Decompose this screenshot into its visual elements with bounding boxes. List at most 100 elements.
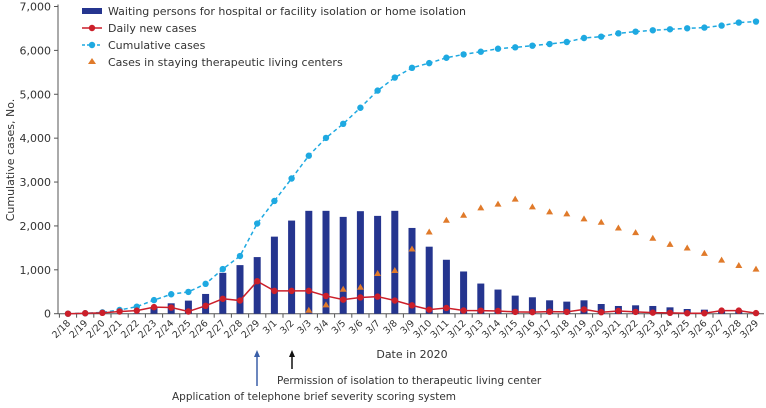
x-tick-label: 2/27 (205, 318, 228, 341)
cumulative-point (512, 44, 518, 50)
x-tick-label: 3/13 (463, 318, 486, 341)
daily-point (237, 297, 243, 303)
daily-point (667, 310, 673, 316)
triangle-point (684, 245, 691, 251)
bar (237, 265, 244, 314)
daily-point (65, 311, 71, 317)
x-tick-label: 2/22 (119, 318, 142, 341)
cumulative-point (650, 27, 656, 33)
cumulative-point (151, 297, 157, 303)
cumulative-point (581, 35, 587, 41)
triangle-point (512, 196, 519, 202)
cumulative-point (701, 24, 707, 30)
daily-point (443, 305, 449, 311)
daily-point (615, 308, 621, 314)
x-tick-label: 3/11 (429, 318, 452, 341)
x-tick-label: 3/22 (618, 318, 641, 341)
x-tick-label: 3/4 (313, 318, 332, 337)
y-tick-label: 0 (44, 308, 51, 321)
triangle-point (632, 229, 639, 235)
daily-point (254, 278, 260, 284)
triangle-point (495, 201, 502, 207)
daily-point (495, 308, 501, 314)
daily-point (426, 306, 432, 312)
cumulative-point (632, 28, 638, 34)
triangle-point (718, 257, 725, 263)
x-tick-label: 3/23 (635, 318, 658, 341)
daily-point (392, 297, 398, 303)
daily-point (460, 307, 466, 313)
cumulative-point (357, 105, 363, 111)
daily-point (736, 307, 742, 313)
x-tick-label: 2/26 (188, 318, 211, 341)
cumulative-point (323, 135, 329, 141)
daily-point (134, 307, 140, 313)
cumulative-point (529, 42, 535, 48)
triangle-point (735, 262, 742, 268)
triangle-point (649, 235, 656, 241)
x-tick-label: 3/8 (381, 318, 400, 337)
cumulative-point (460, 51, 466, 57)
cumulative-point (237, 253, 243, 259)
annotation-text: Permission of isolation to therapeutic l… (277, 375, 542, 387)
cumulative-point (736, 19, 742, 25)
daily-point (753, 310, 759, 316)
x-tick-label: 2/25 (171, 318, 194, 341)
y-tick-label: 1,000 (20, 264, 52, 277)
cumulative-point (667, 26, 673, 32)
daily-point (185, 308, 191, 314)
triangle-point (667, 241, 674, 247)
cumulative-point (288, 175, 294, 181)
triangle-point (426, 228, 433, 234)
daily-point (529, 309, 535, 315)
cumulative-point (718, 22, 724, 28)
bar (305, 211, 312, 314)
cumulative-point (495, 46, 501, 52)
cumulative-point (168, 291, 174, 297)
bar (409, 228, 416, 314)
x-tick-label: 3/17 (532, 318, 555, 341)
daily-point (581, 306, 587, 312)
x-tick-label: 2/18 (50, 318, 73, 341)
x-tick-label: 3/21 (601, 318, 624, 341)
x-tick-label: 3/6 (347, 318, 366, 337)
x-tick-label: 3/24 (652, 318, 675, 341)
triangle-point (563, 210, 570, 216)
x-tick-label: 3/14 (480, 318, 503, 341)
x-tick-label: 3/15 (497, 318, 520, 341)
daily-point (650, 309, 656, 315)
daily-point (684, 310, 690, 316)
cumulative-point (374, 87, 380, 93)
bar (219, 273, 226, 314)
cumulative-point (443, 55, 449, 61)
x-tick-label: 3/5 (330, 318, 349, 337)
triangle-point (477, 204, 484, 210)
cumulative-point (753, 18, 759, 24)
legend-label: Waiting persons for hospital or facility… (108, 5, 466, 18)
bars (116, 211, 759, 314)
daily-point (116, 308, 122, 314)
cumulative-point (306, 153, 312, 159)
bar (271, 237, 278, 314)
cumulative-point (254, 220, 260, 226)
bar (254, 257, 261, 314)
legend-cumulative-marker (89, 42, 95, 48)
y-tick-label: 4,000 (20, 132, 52, 145)
triangle-point (546, 208, 553, 214)
triangle-point (529, 203, 536, 209)
x-tick-label: 3/19 (566, 318, 589, 341)
triangle-point (753, 266, 760, 272)
cumulative-point (220, 266, 226, 272)
daily-point (99, 310, 105, 316)
cumulative-point (546, 41, 552, 47)
legend-bar-swatch (82, 8, 102, 14)
x-tick-label: 3/26 (687, 318, 710, 341)
daily-point (409, 302, 415, 308)
legend-daily-marker (89, 25, 95, 31)
x-tick-label: 3/2 (278, 318, 297, 337)
legend-triangle-marker (88, 58, 96, 64)
daily-point (598, 309, 604, 315)
x-tick-label: 3/20 (583, 318, 606, 341)
daily-point (288, 288, 294, 294)
